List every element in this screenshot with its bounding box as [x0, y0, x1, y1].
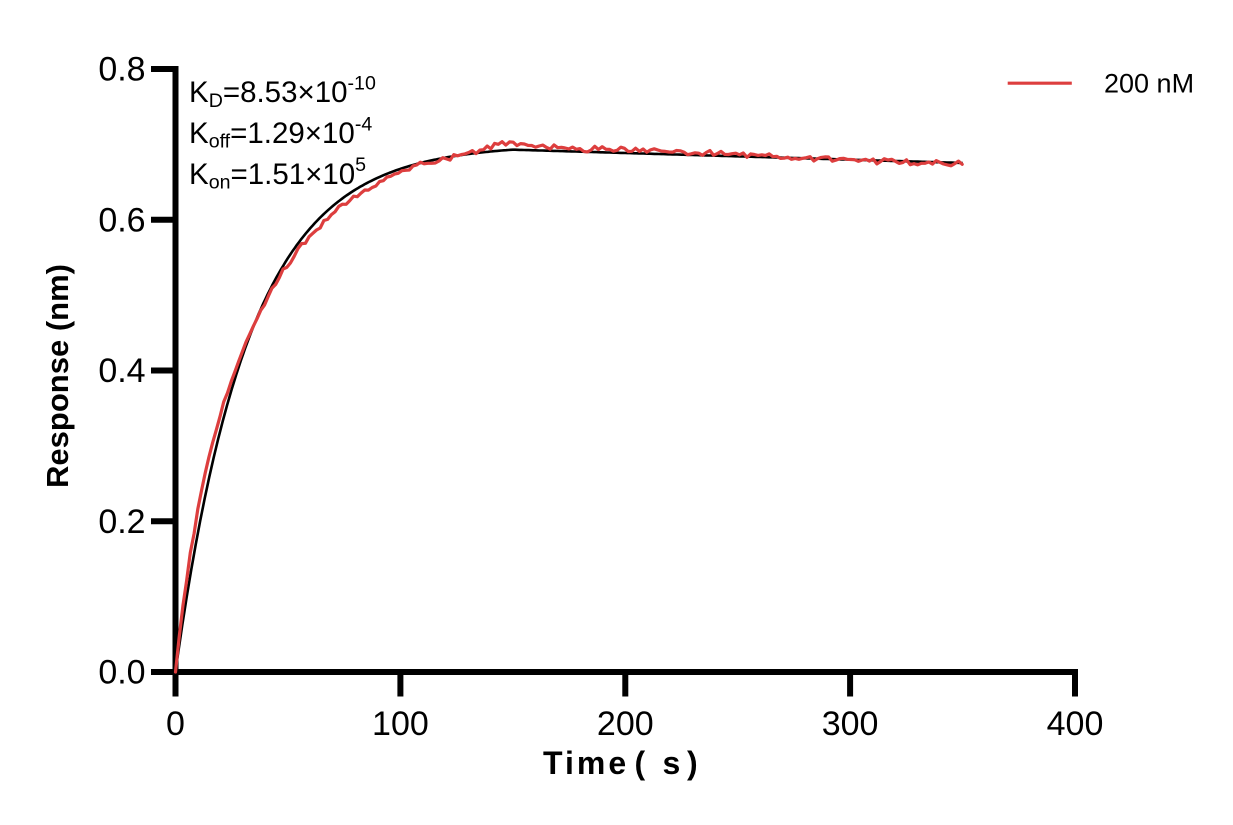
svg-text:300: 300: [822, 705, 879, 743]
svg-text:400: 400: [1047, 705, 1104, 743]
svg-text:0: 0: [166, 705, 185, 743]
svg-text:0.0: 0.0: [98, 654, 145, 692]
svg-text:Response (nm): Response (nm): [40, 264, 75, 488]
svg-text:0.4: 0.4: [98, 352, 145, 390]
svg-text:s: s: [663, 745, 681, 781]
svg-text:0.6: 0.6: [98, 201, 145, 239]
svg-text:100: 100: [372, 705, 429, 743]
svg-text:200: 200: [597, 705, 654, 743]
svg-text:(: (: [635, 745, 646, 781]
svg-text:): ): [687, 745, 698, 781]
svg-text:0.8: 0.8: [98, 51, 145, 89]
svg-text:200 nM: 200 nM: [1104, 68, 1194, 98]
svg-text:0.2: 0.2: [98, 503, 145, 541]
svg-text:Time: Time: [543, 745, 629, 781]
